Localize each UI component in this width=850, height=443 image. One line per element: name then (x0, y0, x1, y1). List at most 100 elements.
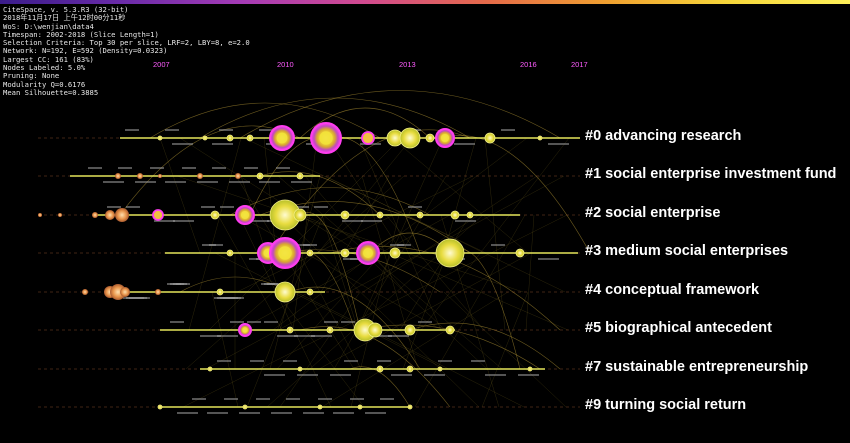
cited-reference-node (58, 213, 62, 217)
reference-label-mark (485, 374, 506, 376)
cited-reference-node (238, 323, 252, 337)
citation-link (317, 137, 413, 254)
reference-label-mark (518, 374, 539, 376)
reference-label-mark (165, 181, 186, 183)
citation-link (443, 291, 567, 408)
citation-link (443, 137, 477, 254)
cited-reference-nodes (38, 122, 543, 410)
year-label: 2010 (277, 60, 294, 69)
cited-reference-node (226, 134, 234, 142)
citation-link (525, 214, 535, 331)
citation-link (176, 175, 524, 293)
citation-link (321, 291, 509, 408)
reference-label-mark (264, 321, 278, 323)
citation-link (439, 135, 591, 254)
cluster-label: #9 turning social return (585, 397, 747, 413)
citation-link (272, 137, 528, 331)
reference-label-mark (390, 244, 404, 246)
cluster-label: #2 social enterprise (585, 205, 721, 221)
citation-link (321, 214, 359, 331)
cited-reference-node (389, 247, 401, 259)
citation-link (320, 175, 390, 293)
cited-reference-node (235, 173, 241, 179)
reference-label-mark (377, 360, 391, 362)
reference-label-mark (135, 181, 156, 183)
reference-label-mark (264, 374, 285, 376)
cited-reference-node (376, 365, 384, 373)
cited-reference-node (157, 404, 163, 410)
cited-reference-node (406, 365, 414, 373)
reference-label-mark (388, 335, 409, 337)
reference-label-mark (177, 412, 198, 414)
citation-link (294, 250, 356, 331)
citation-link (399, 214, 471, 331)
citation-link (362, 252, 488, 370)
reference-label-mark (365, 412, 386, 414)
citation-link (182, 214, 568, 408)
citation-link (279, 291, 361, 408)
year-label: 2013 (399, 60, 416, 69)
citation-link (299, 212, 361, 331)
cited-reference-node (416, 211, 424, 219)
reference-label-mark (212, 167, 226, 169)
cited-reference-node (435, 238, 465, 268)
reference-label-mark (276, 167, 290, 169)
reference-label-mark (202, 244, 216, 246)
reference-label-mark (217, 360, 231, 362)
reference-label-mark (154, 220, 175, 222)
reference-label-mark (223, 297, 244, 299)
reference-label-mark (454, 143, 475, 145)
cited-reference-node (157, 135, 163, 141)
info-line: Mean Silhouette=0.3885 (3, 87, 99, 97)
cited-reference-node (207, 366, 213, 372)
cited-reference-node (256, 172, 264, 180)
citation-link (236, 175, 474, 293)
reference-label-mark (250, 360, 264, 362)
cited-reference-node (202, 135, 208, 141)
cited-reference-node (210, 210, 220, 220)
reference-label-mark (259, 129, 273, 131)
citation-link (350, 214, 400, 408)
reference-label-mark (150, 167, 164, 169)
reference-label-mark (491, 244, 505, 246)
citation-link (179, 137, 361, 254)
info-line: Timespan: 2002-2018 (Slice Length=1) (3, 29, 159, 39)
cited-reference-node (356, 241, 380, 265)
citation-link (239, 90, 561, 139)
citation-link (277, 175, 503, 370)
citation-link (205, 175, 565, 370)
citespace-info-panel: CiteSpace, v. 5.3.R3 (32-bit) 2018年11月17日… (3, 5, 250, 97)
reference-label-mark (291, 181, 312, 183)
citation-link (229, 187, 431, 216)
citation-link (358, 137, 442, 331)
reference-label-mark (192, 398, 206, 400)
citation-link (385, 214, 485, 331)
reference-label-mark (342, 220, 363, 222)
reference-label-mark (297, 374, 318, 376)
cited-reference-node (274, 281, 296, 303)
reference-label-mark (197, 181, 218, 183)
cluster-label: #0 advancing research (585, 128, 742, 144)
citation-link (149, 102, 381, 139)
cited-reference-node (537, 135, 543, 141)
cited-reference-node (425, 133, 435, 143)
reference-label-mark (248, 220, 269, 222)
reference-label-mark (256, 398, 270, 400)
citation-link (199, 97, 471, 139)
cited-reference-node (216, 288, 224, 296)
citation-link (292, 137, 318, 331)
reference-label-mark (212, 143, 233, 145)
reference-label-mark (371, 335, 392, 337)
citation-link (276, 252, 384, 370)
citation-link (362, 175, 538, 293)
citation-link (304, 175, 406, 293)
citation-link (217, 214, 283, 331)
citation-link (289, 286, 421, 370)
reference-label-mark (88, 167, 102, 169)
cited-reference-node (242, 404, 248, 410)
cited-reference-node (235, 205, 255, 225)
cited-reference-node (340, 210, 350, 220)
cited-reference-node (155, 289, 161, 295)
cluster-label: #4 conceptual framework (585, 282, 760, 298)
